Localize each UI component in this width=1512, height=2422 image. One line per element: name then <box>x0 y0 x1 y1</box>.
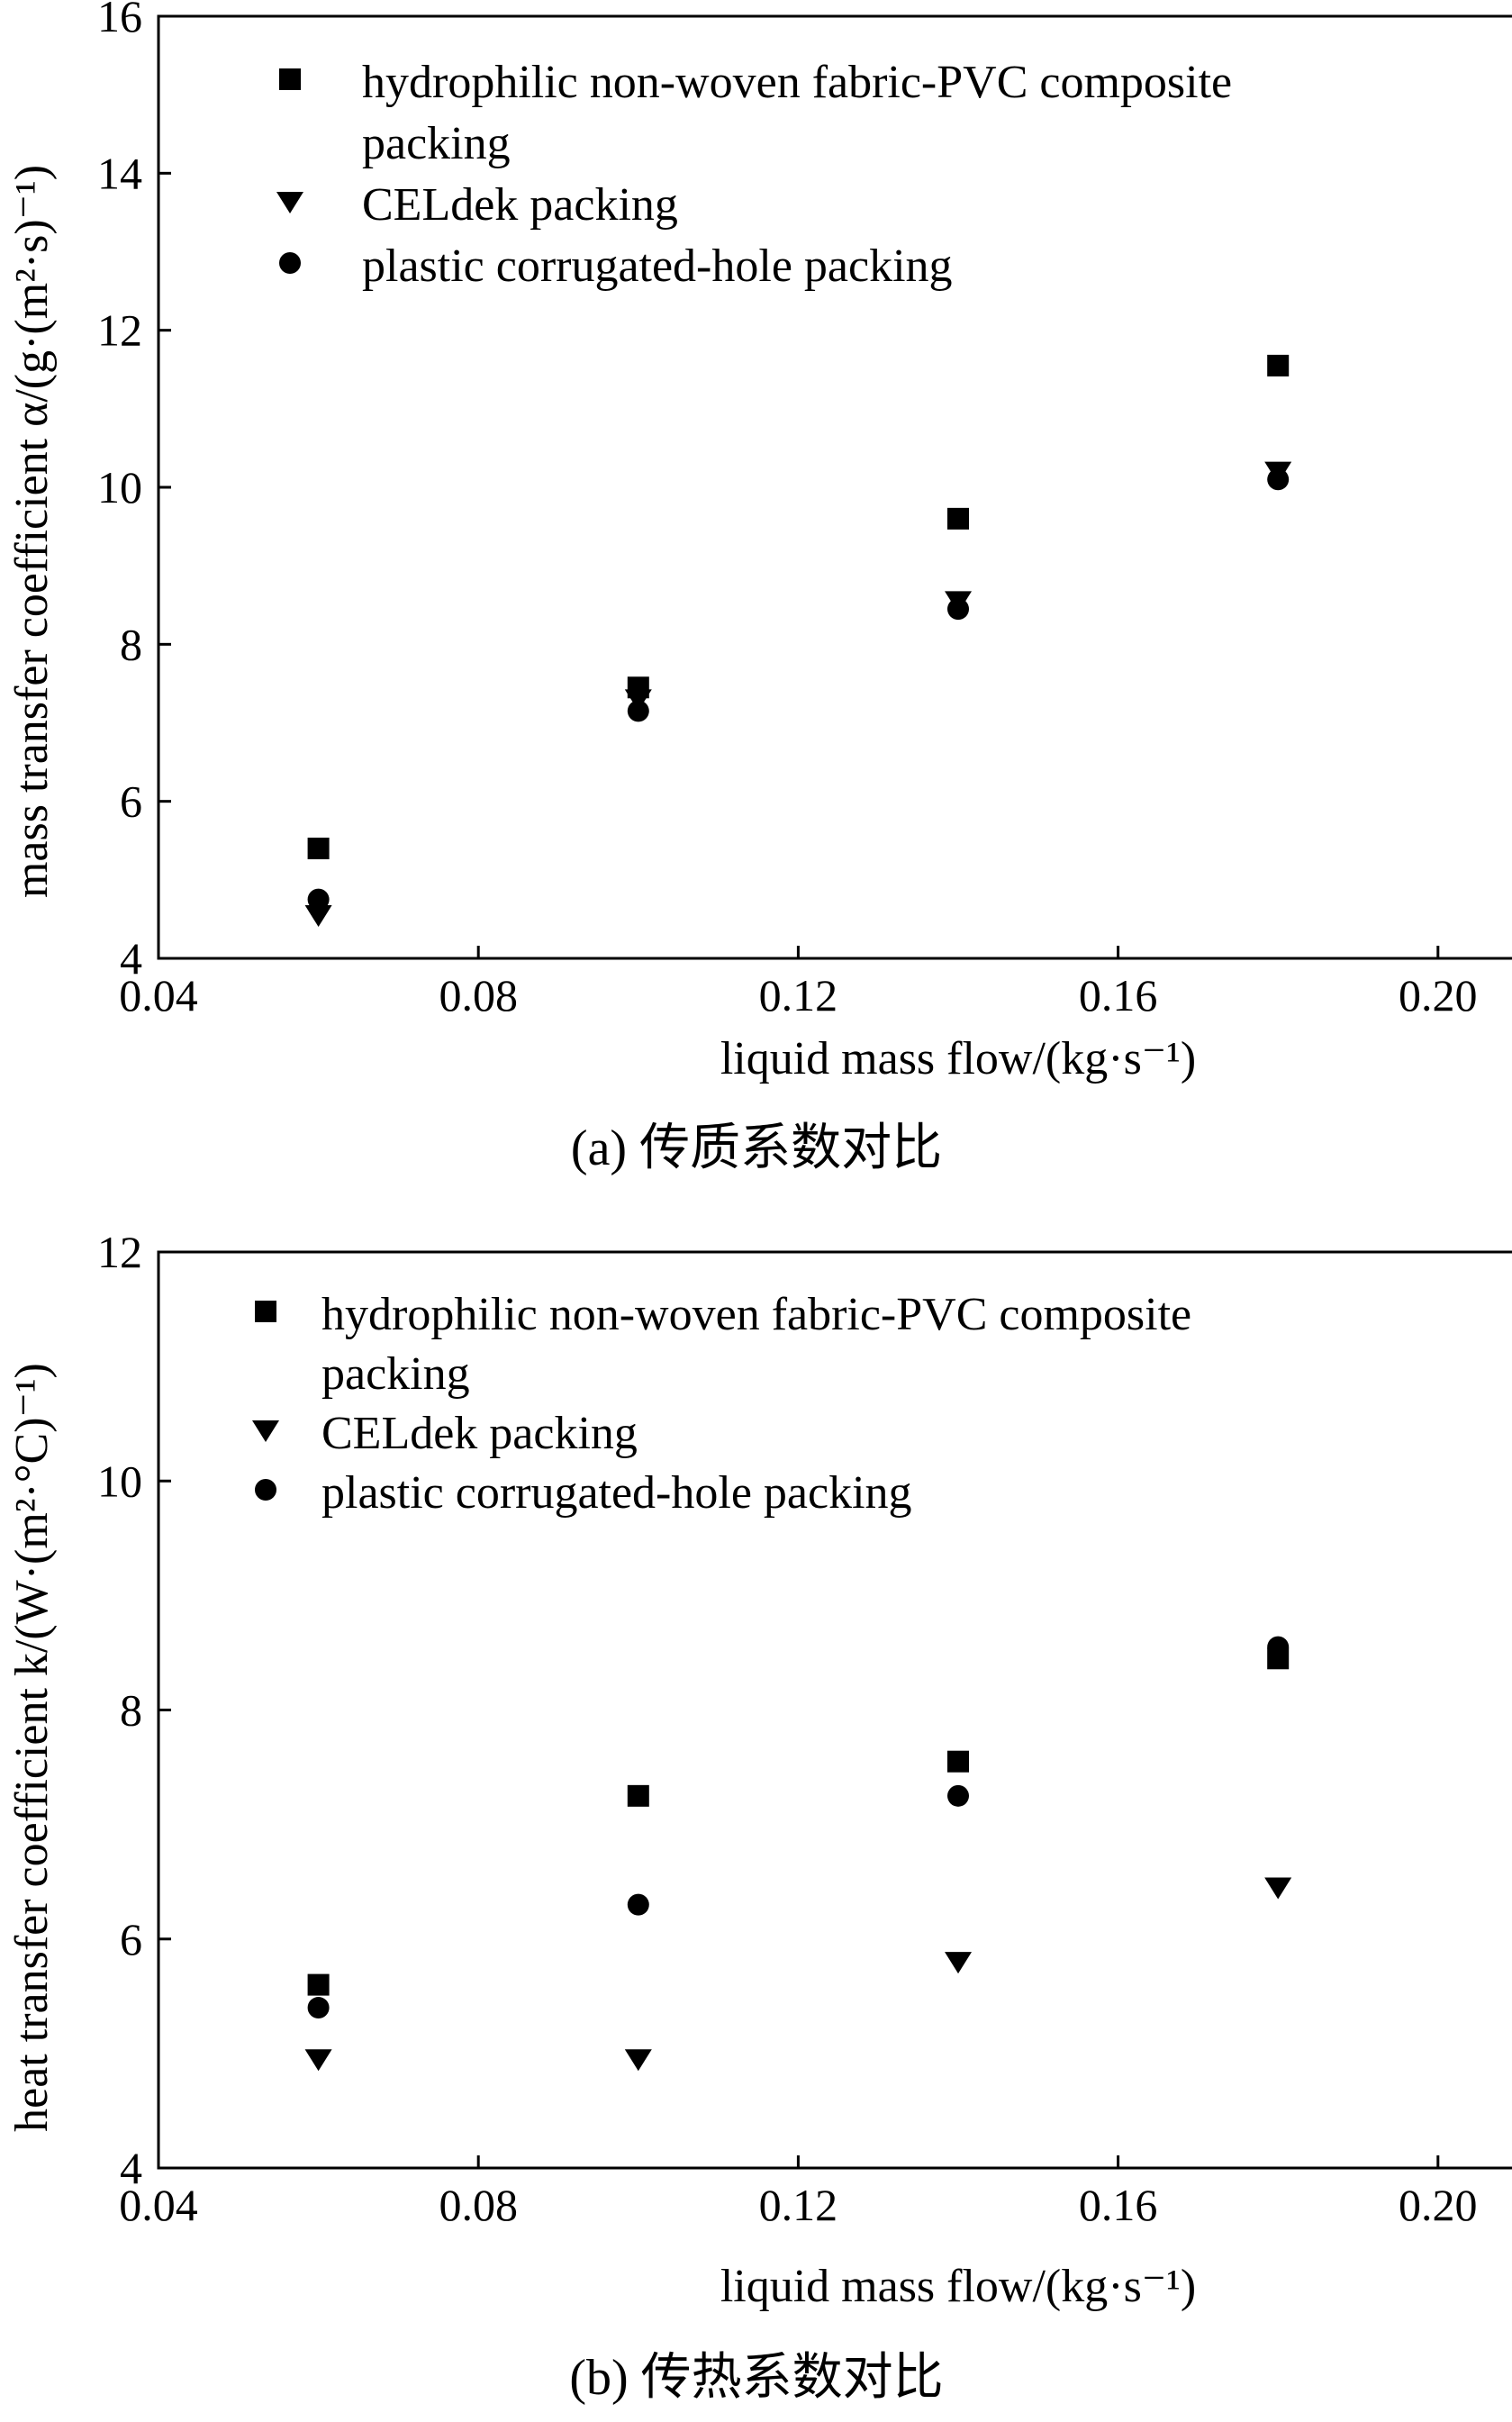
y-axis-title: heat transfer coefficient k/(W·(m²·°C)⁻¹… <box>6 1363 58 2132</box>
x-tick-label: 0.12 <box>759 2180 838 2230</box>
data-point-circle <box>947 1784 969 1807</box>
data-point-triangle-down <box>1264 1877 1292 1900</box>
x-tick-label: 0.04 <box>119 970 198 1021</box>
y-tick-label: 10 <box>97 1456 142 1506</box>
data-point-triangle-down <box>624 689 652 712</box>
legend: hydrophilic non-woven fabric-PVC composi… <box>276 57 1232 292</box>
y-tick-label: 6 <box>120 776 142 827</box>
legend-label: CELdek packing <box>321 1408 638 1459</box>
y-tick-label: 16 <box>97 0 142 41</box>
legend-marker-circle <box>279 252 301 274</box>
x-tick-label: 0.20 <box>1399 2180 1478 2230</box>
legend-label: plastic corrugated-hole packing <box>321 1467 912 1519</box>
legend-label: packing <box>321 1348 470 1400</box>
x-tick-label: 0.16 <box>1079 970 1158 1021</box>
data-point-square <box>1267 354 1290 376</box>
x-tick-label: 0.04 <box>119 2180 198 2230</box>
y-tick-label: 14 <box>97 148 142 198</box>
y-tick-label: 6 <box>120 1914 142 1964</box>
y-tick-label: 12 <box>97 1227 142 1277</box>
y-tick-label: 4 <box>120 933 142 984</box>
data-point-square <box>307 837 330 859</box>
chart-b: 0.040.080.120.160.200.244681012liquid ma… <box>6 1227 1512 2406</box>
y-axis-title: mass transfer coefficient α/(g·(m²·s)⁻¹) <box>6 165 58 898</box>
data-point-square <box>627 1784 649 1807</box>
x-axis-title: liquid mass flow/(kg·s⁻¹) <box>720 1033 1196 1084</box>
legend-label: plastic corrugated-hole packing <box>362 240 953 292</box>
legend-marker-circle <box>255 1479 276 1501</box>
data-point-circle <box>627 700 649 722</box>
y-tick-label: 10 <box>97 462 142 513</box>
legend-marker-triangle-down <box>252 1420 279 1442</box>
legend-label: CELdek packing <box>362 179 678 231</box>
x-axis-title: liquid mass flow/(kg·s⁻¹) <box>720 2261 1196 2312</box>
data-point-circle <box>307 888 330 911</box>
x-tick-label: 0.12 <box>759 970 838 1021</box>
x-tick-label: 0.20 <box>1399 970 1478 1021</box>
legend-label: hydrophilic non-woven fabric-PVC composi… <box>321 1289 1191 1340</box>
y-tick-label: 12 <box>97 305 142 356</box>
data-point-circle <box>627 1893 649 1916</box>
y-tick-label: 8 <box>120 619 142 669</box>
data-point-square <box>307 1973 330 1996</box>
chart-caption: (a) 传质系数对比 <box>571 1120 942 1176</box>
legend-marker-triangle-down <box>276 192 303 213</box>
data-point-circle <box>307 1997 330 2019</box>
data-point-circle <box>1267 468 1290 491</box>
y-tick-label: 8 <box>120 1685 142 1736</box>
data-point-square <box>947 507 969 530</box>
legend: hydrophilic non-woven fabric-PVC composi… <box>252 1289 1191 1519</box>
legend-label: hydrophilic non-woven fabric-PVC composi… <box>362 57 1232 108</box>
data-point-triangle-down <box>945 1952 972 1974</box>
data-point-triangle-down <box>304 905 332 928</box>
data-point-circle <box>1267 1636 1290 1658</box>
legend-marker-square <box>255 1301 276 1322</box>
data-point-triangle-down <box>624 2049 652 2072</box>
y-tick-label: 4 <box>120 2143 142 2193</box>
x-tick-label: 0.08 <box>439 970 518 1021</box>
chart-a: 0.040.080.120.160.200.2446810121416liqui… <box>6 0 1512 1176</box>
legend-marker-square <box>279 68 301 90</box>
data-point-triangle-down <box>304 2049 332 2072</box>
x-tick-label: 0.16 <box>1079 2180 1158 2230</box>
data-point-circle <box>947 598 969 621</box>
chart-caption: (b) 传热系数对比 <box>569 2350 943 2406</box>
legend-label: packing <box>362 118 511 169</box>
x-tick-label: 0.08 <box>439 2180 518 2230</box>
data-point-square <box>947 1750 969 1773</box>
